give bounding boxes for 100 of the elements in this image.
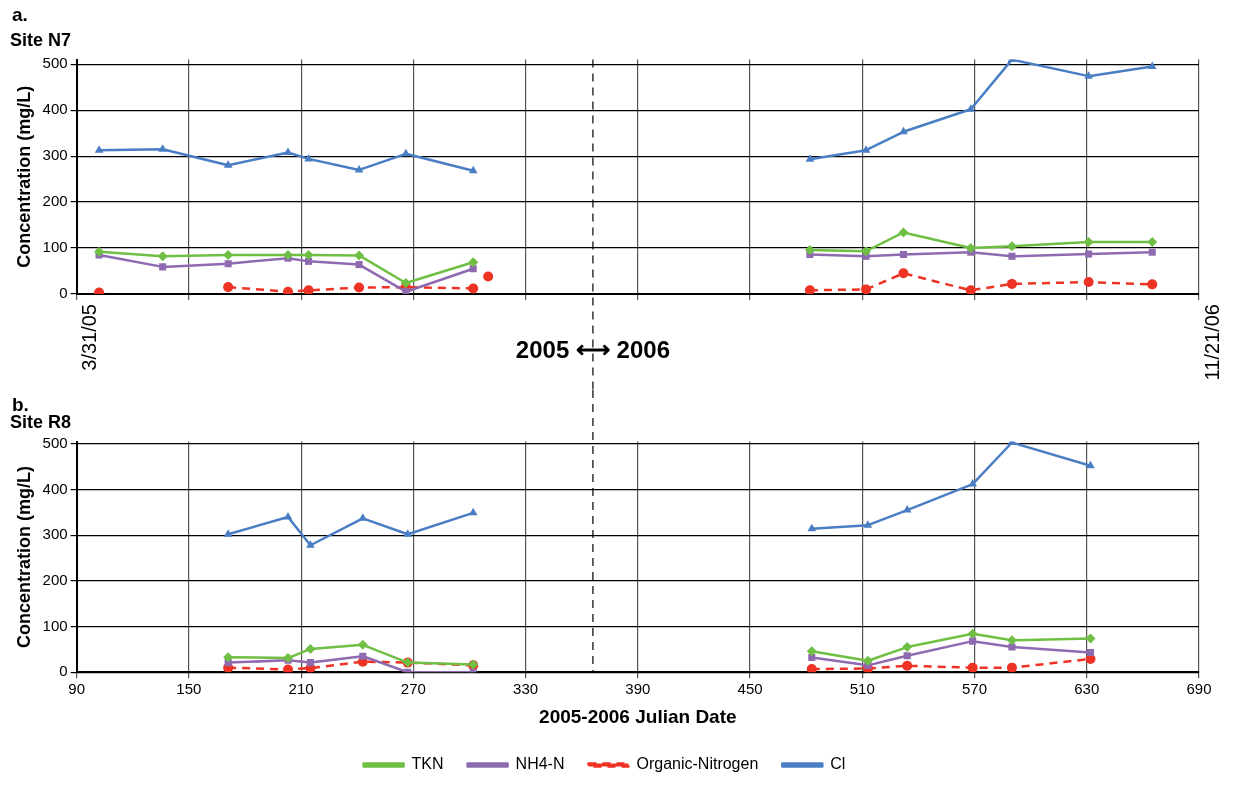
point [305,643,316,654]
point [224,260,232,268]
point [468,507,478,516]
point [862,655,873,666]
point [899,126,908,135]
x-tick-label: 450 [737,680,763,698]
point [1085,250,1093,258]
point [1085,633,1096,644]
point [1147,237,1158,248]
point [401,148,411,157]
y-tick-label: 300 [42,525,68,543]
point [403,529,413,537]
point [967,628,978,639]
point [468,165,478,174]
point [899,250,907,259]
point [483,271,494,282]
point [94,246,105,257]
point [283,664,294,673]
point [968,479,977,487]
point [965,285,976,294]
point [903,652,911,660]
point [898,268,909,279]
y-tick-label: 400 [42,479,68,497]
point [861,145,871,153]
point [400,277,411,288]
point [306,540,315,548]
y-tick-label: 500 [42,434,68,452]
legend-label: Cl [830,755,846,773]
y-tick-label: 500 [42,54,68,72]
text: 3/31/05 [78,304,101,371]
point [468,257,479,268]
point [1083,277,1094,288]
x-tick-label: 270 [400,680,426,698]
text: 2005 ⟷ 2006 [515,335,670,363]
x-tick-label: 690 [1186,680,1212,698]
x-tick-label: 330 [513,680,539,698]
point [1147,279,1158,290]
point [1086,460,1095,469]
point [304,153,313,162]
point [1148,248,1156,256]
legend-label: Organic-Nitrogen [636,755,759,773]
point [303,285,314,294]
x-axis-title: 2005-2006 Julian Date [539,705,737,727]
point [358,513,368,521]
point [804,285,815,294]
point [223,160,233,168]
x-tick-label: 90 [68,680,85,698]
point [1086,649,1095,657]
point [965,243,976,254]
point [969,637,977,645]
point [306,659,314,667]
text: 11/21/06 [1200,304,1223,381]
point [223,652,234,663]
point [1008,643,1016,651]
point [354,164,364,173]
point [902,642,913,653]
text: a. [12,3,28,25]
point [804,244,815,255]
y-tick-label: 100 [42,616,68,634]
x-tick-label: 150 [176,680,202,698]
point [1083,237,1094,248]
point [902,505,912,513]
x-tick-label: 210 [288,680,314,698]
y-tick-label: 100 [42,238,68,256]
point [861,284,872,294]
point [354,282,365,293]
point [305,257,313,265]
x-tick-label: 570 [962,680,988,698]
y-tick-label: 400 [42,100,68,118]
y-tick-label: 0 [59,284,68,302]
chart-title: Site N7 [10,29,72,50]
point [1147,61,1157,69]
point [359,652,367,660]
point [357,639,368,650]
point [806,664,817,673]
x-tick-label: 390 [625,680,651,698]
y-tick-label: 0 [59,662,68,680]
point [157,251,168,262]
y-tick-label: 200 [42,192,68,210]
point [806,646,817,657]
point [863,520,873,528]
x-tick-label: 510 [849,680,875,698]
point [808,654,816,662]
legend-label: NH4-N [515,755,565,773]
y-axis-title: Concentration (mg/L) [13,85,34,268]
point [223,529,233,537]
y-tick-label: 300 [42,146,68,164]
point [1006,241,1017,252]
y-tick-label: 200 [42,571,68,589]
point [1006,278,1017,289]
point [355,261,363,269]
point [283,286,294,294]
point [1006,635,1017,646]
point [1006,662,1017,673]
point [967,662,978,673]
point [805,154,815,162]
point [1084,71,1093,79]
point [1008,252,1016,260]
point [223,282,234,293]
point [159,263,167,271]
